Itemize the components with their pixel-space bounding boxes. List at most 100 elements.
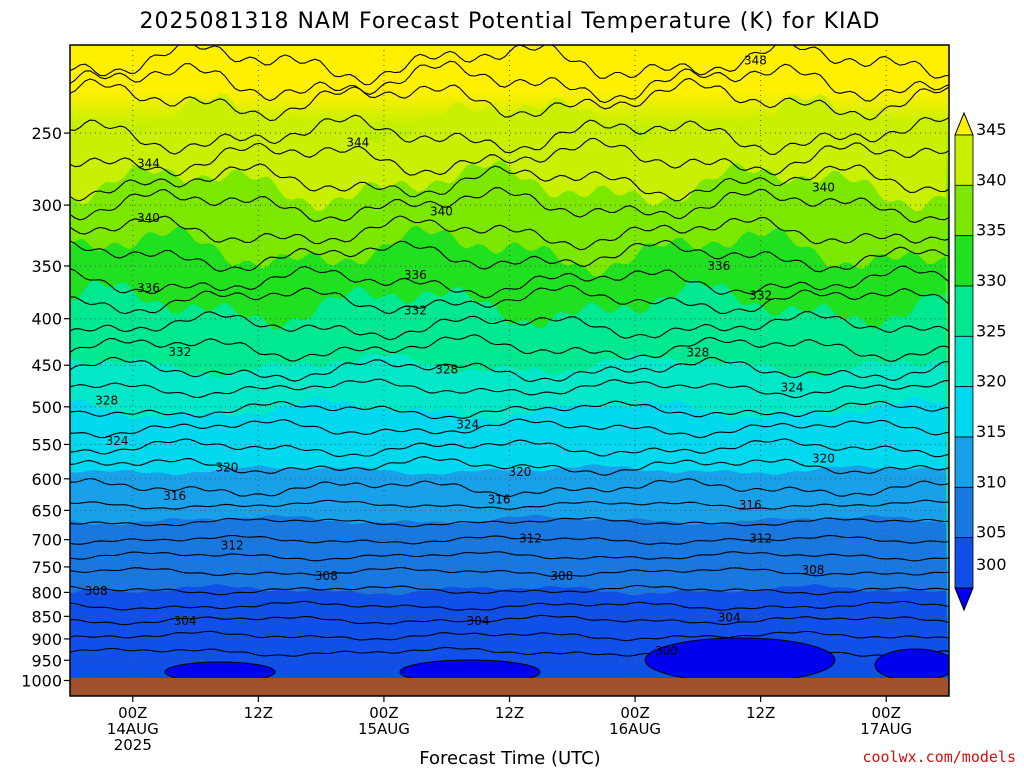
contour-label: 348 [744, 53, 767, 67]
contour-line [70, 630, 949, 642]
contour-line [70, 239, 949, 273]
contour-label: 324 [106, 434, 129, 448]
contour-line [70, 77, 949, 122]
contour-line [70, 137, 949, 177]
colorbar-label: 325 [976, 321, 1007, 340]
y-tick-label: 750 [31, 558, 62, 577]
chart-title: 2025081318 NAM Forecast Potential Temper… [140, 9, 881, 34]
contour-line [70, 215, 949, 251]
colorbar-bottom-arrow [954, 587, 974, 612]
colorbar-segment [954, 184, 974, 237]
contour-line [70, 400, 949, 420]
contour-line [70, 499, 949, 510]
contour-line [70, 265, 949, 299]
cold-pool [874, 648, 949, 682]
colorbar-label: 320 [976, 372, 1007, 391]
contour-line [70, 60, 949, 104]
contour-line [70, 45, 949, 86]
y-tick-label: 650 [31, 501, 62, 520]
contour-labels: 348 344 344 340 340 340 336 336 336 332 332 332 328 3… [85, 53, 835, 658]
x-tick-label: 16AUG [609, 720, 661, 738]
color-bands [70, 93, 949, 696]
contour-label: 300 [655, 644, 678, 658]
y-tick-label: 300 [31, 196, 62, 215]
contour-label: 340 [812, 181, 835, 195]
y-tick-label: 1000 [21, 672, 62, 691]
contour-line [70, 284, 949, 315]
contour-label: 308 [802, 563, 825, 577]
y-tick-label: 400 [31, 310, 62, 329]
contour-label: 324 [781, 380, 804, 394]
colorbar-label: 310 [976, 472, 1007, 491]
contour-line [70, 187, 949, 224]
colorbar-segment [954, 285, 974, 337]
contour-line [70, 334, 949, 362]
contour-line [70, 311, 949, 341]
colorbar-segment [954, 134, 974, 186]
x-tick-label: 17AUG [860, 720, 912, 738]
contour-label: 320 [216, 460, 239, 474]
contour-line [70, 378, 949, 399]
colorbar-top-arrow [954, 111, 974, 136]
x-tick-label: 00Z [118, 704, 147, 722]
colorbar-label: 315 [976, 422, 1007, 441]
contour-label: 332 [168, 345, 191, 359]
contour-label: 332 [404, 304, 427, 318]
contour-line [70, 614, 949, 626]
contour-line [70, 516, 949, 528]
contour-label: 324 [456, 418, 479, 432]
contour-label: 312 [749, 532, 772, 546]
contour-lines [70, 45, 949, 657]
y-tick-label: 350 [31, 257, 62, 276]
contour-line [70, 477, 949, 498]
contour-line [70, 163, 949, 202]
colorbar-segment [954, 486, 974, 539]
colorbar-label: 330 [976, 271, 1007, 290]
colorbar-segment [954, 235, 974, 287]
y-tick-label: 500 [31, 398, 62, 417]
plot-area: 348 344 344 340 340 340 336 336 336 332 332 332 328 3… [70, 45, 949, 696]
contour-label: 344 [137, 157, 160, 171]
y-tick-label: 950 [31, 651, 62, 670]
colorbar-label: 340 [976, 170, 1007, 189]
x-tick-label: 15AUG [358, 720, 410, 738]
contour-label: 332 [749, 288, 772, 302]
x-tick-label: 2025 [114, 736, 152, 754]
contour-label: 312 [519, 532, 542, 546]
x-tick-label: 00Z [620, 704, 649, 722]
x-tick-label: 12Z [746, 704, 775, 722]
contour-label: 308 [315, 569, 338, 583]
y-tick-label: 600 [31, 470, 62, 489]
cold-pools [164, 637, 949, 685]
y-tick-label: 250 [31, 124, 62, 143]
x-axis-label: Forecast Time (UTC) [419, 748, 600, 768]
colorbar-label: 305 [976, 523, 1007, 542]
contour-label: 308 [550, 569, 573, 583]
colorbar-segment [954, 386, 974, 438]
y-tick-label: 450 [31, 356, 62, 375]
contour-label: 328 [95, 393, 118, 407]
contour-line [70, 438, 949, 458]
contour-line [70, 551, 949, 562]
contour-label: 304 [467, 614, 490, 628]
contour-line [70, 600, 949, 611]
y-tick-label: 900 [31, 630, 62, 649]
contour-label: 320 [509, 465, 532, 479]
contour-line [70, 418, 949, 439]
x-tick-label: 12Z [244, 704, 273, 722]
x-tick-label: 00Z [369, 704, 398, 722]
contour-label: 340 [137, 211, 160, 225]
x-tick-label: 12Z [495, 704, 524, 722]
colorbar-label: 335 [976, 221, 1007, 240]
colorbar-segment [954, 335, 974, 388]
contour-label: 320 [812, 452, 835, 466]
credit-text: coolwx.com/models [862, 748, 1016, 766]
contour-label: 344 [346, 135, 369, 149]
y-tick-label: 800 [31, 583, 62, 602]
contour-label: 328 [686, 346, 709, 360]
contour-label: 336 [404, 268, 427, 282]
contour-label: 304 [718, 611, 741, 625]
contour-label: 336 [707, 259, 730, 273]
x-tick-label: 00Z [872, 704, 901, 722]
